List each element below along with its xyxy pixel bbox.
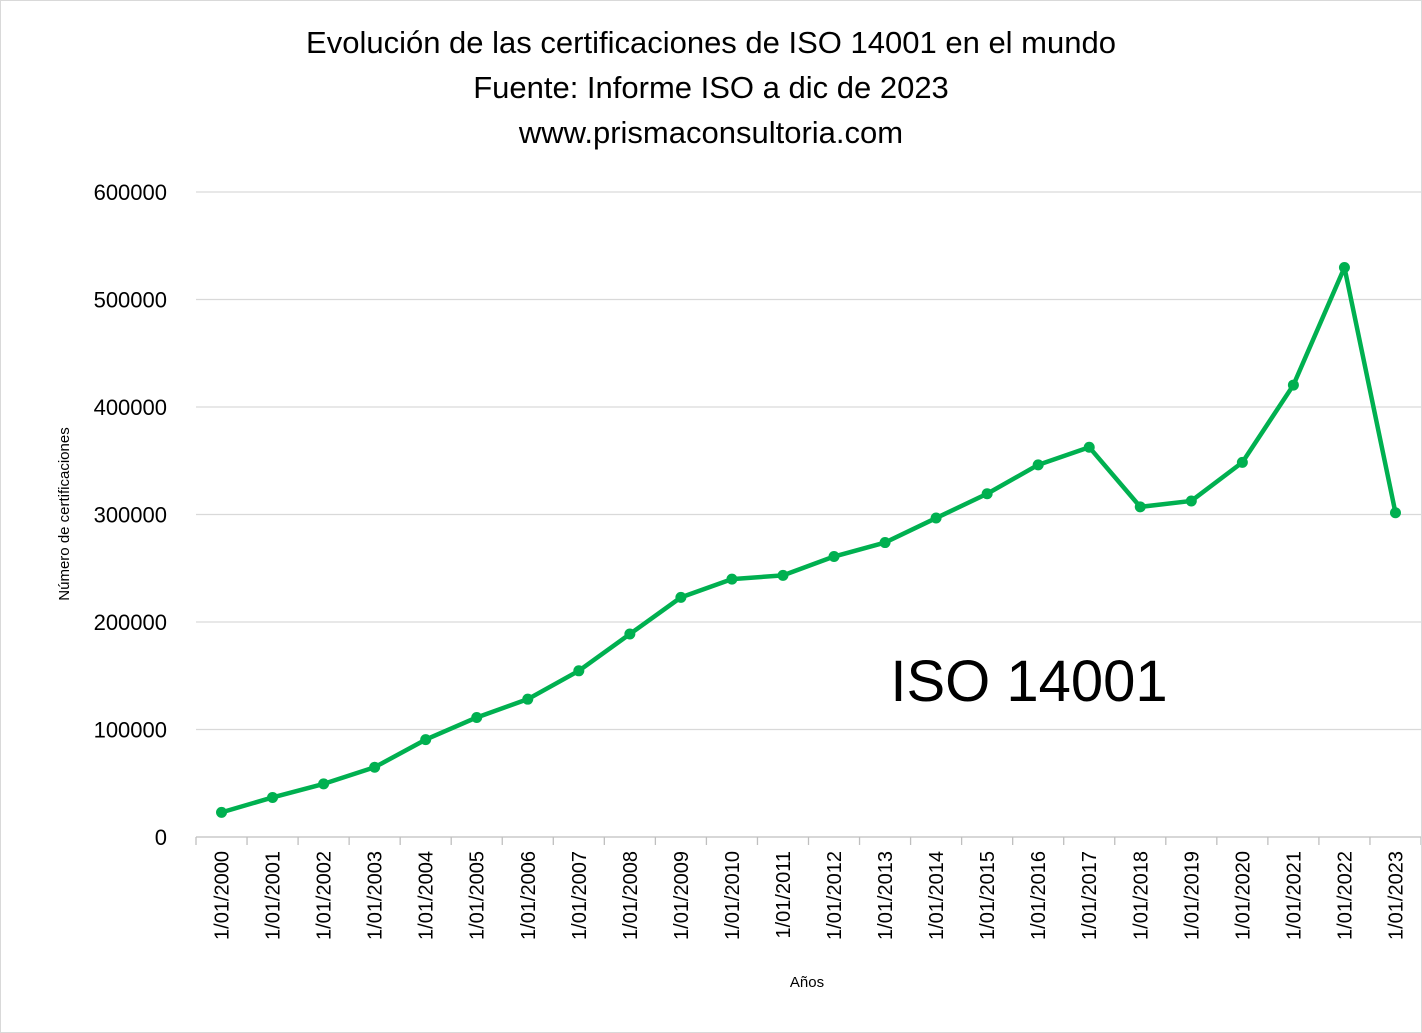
data-point	[369, 761, 381, 773]
data-point	[726, 573, 738, 585]
x-tick-label: 1/01/2005	[467, 851, 489, 940]
chart-title: Evolución de las certificaciones de ISO …	[306, 25, 1116, 60]
x-axis-tick-labels: 1/01/2000 1/01/2001 1/01/2002 1/01/2003 1/01…	[212, 851, 1408, 940]
y-tick-label: 400000	[94, 395, 167, 420]
x-tick-label: 1/01/2022	[1334, 851, 1356, 940]
chart-subtitle-website: www.prismaconsultoria.com	[518, 115, 903, 150]
data-point	[1389, 507, 1401, 519]
series-certificaciones	[216, 261, 1401, 818]
x-tick-label: 1/01/2007	[569, 851, 591, 940]
data-point	[1338, 261, 1350, 273]
y-tick-label: 300000	[94, 503, 167, 528]
x-tick-label: 1/01/2011	[773, 851, 795, 939]
data-point	[1083, 441, 1095, 453]
y-axis-tick-labels: 0 100000 200000 300000 400000 500000 600000	[94, 180, 167, 850]
x-tick-label: 1/01/2004	[416, 851, 438, 940]
data-point	[573, 665, 585, 677]
data-point	[981, 488, 993, 500]
x-tick-label: 1/01/2015	[977, 851, 999, 940]
x-tick-label: 1/01/2010	[722, 851, 744, 940]
data-point	[471, 711, 483, 723]
x-tick-label: 1/01/2003	[365, 851, 387, 940]
data-point	[777, 569, 789, 581]
x-tick-label: 1/01/2014	[926, 851, 948, 940]
data-point	[1032, 459, 1044, 471]
chart-subtitle-source: Fuente: Informe ISO a dic de 2023	[473, 70, 949, 105]
x-tick-label: 1/01/2019	[1181, 851, 1203, 940]
data-point	[675, 591, 687, 603]
x-tick-label: 1/01/2017	[1079, 851, 1101, 940]
data-point	[318, 778, 330, 790]
x-tick-label: 1/01/2016	[1028, 851, 1050, 940]
data-point	[828, 551, 840, 563]
x-tick-label: 1/01/2002	[314, 851, 336, 940]
x-tick-label: 1/01/2012	[824, 851, 846, 940]
data-point	[930, 512, 942, 524]
x-axis	[195, 836, 1421, 845]
data-point	[522, 693, 534, 705]
data-point	[624, 628, 636, 640]
y-tick-label: 600000	[94, 180, 167, 205]
y-tick-label: 0	[155, 825, 167, 850]
data-point	[1287, 379, 1299, 391]
x-tick-label: 1/01/2013	[875, 851, 897, 940]
y-tick-label: 200000	[94, 610, 167, 635]
data-point	[216, 806, 228, 818]
y-tick-label: 500000	[94, 288, 167, 313]
x-tick-label: 1/01/2021	[1283, 851, 1305, 940]
data-point	[1134, 501, 1146, 513]
x-tick-label: 1/01/2020	[1232, 851, 1254, 940]
x-tick-label: 1/01/2000	[212, 851, 234, 940]
series-annotation: ISO 14001	[890, 649, 1167, 714]
x-tick-label: 1/01/2018	[1130, 851, 1152, 940]
y-tick-label: 100000	[94, 718, 167, 743]
x-tick-label: 1/01/2006	[518, 851, 540, 940]
series-line	[219, 265, 1398, 815]
x-axis-title: Años	[790, 974, 824, 991]
data-point	[1236, 456, 1248, 468]
gridlines	[196, 191, 1421, 731]
data-point	[420, 734, 432, 746]
x-tick-label: 1/01/2023	[1385, 851, 1407, 940]
data-point	[267, 791, 279, 803]
data-point	[879, 537, 891, 549]
y-axis-title: Número de certificaciones	[56, 427, 73, 600]
x-tick-label: 1/01/2009	[671, 851, 693, 940]
x-tick-label: 1/01/2001	[263, 851, 285, 940]
x-tick-label: 1/01/2008	[620, 851, 642, 940]
data-point	[1185, 495, 1197, 507]
